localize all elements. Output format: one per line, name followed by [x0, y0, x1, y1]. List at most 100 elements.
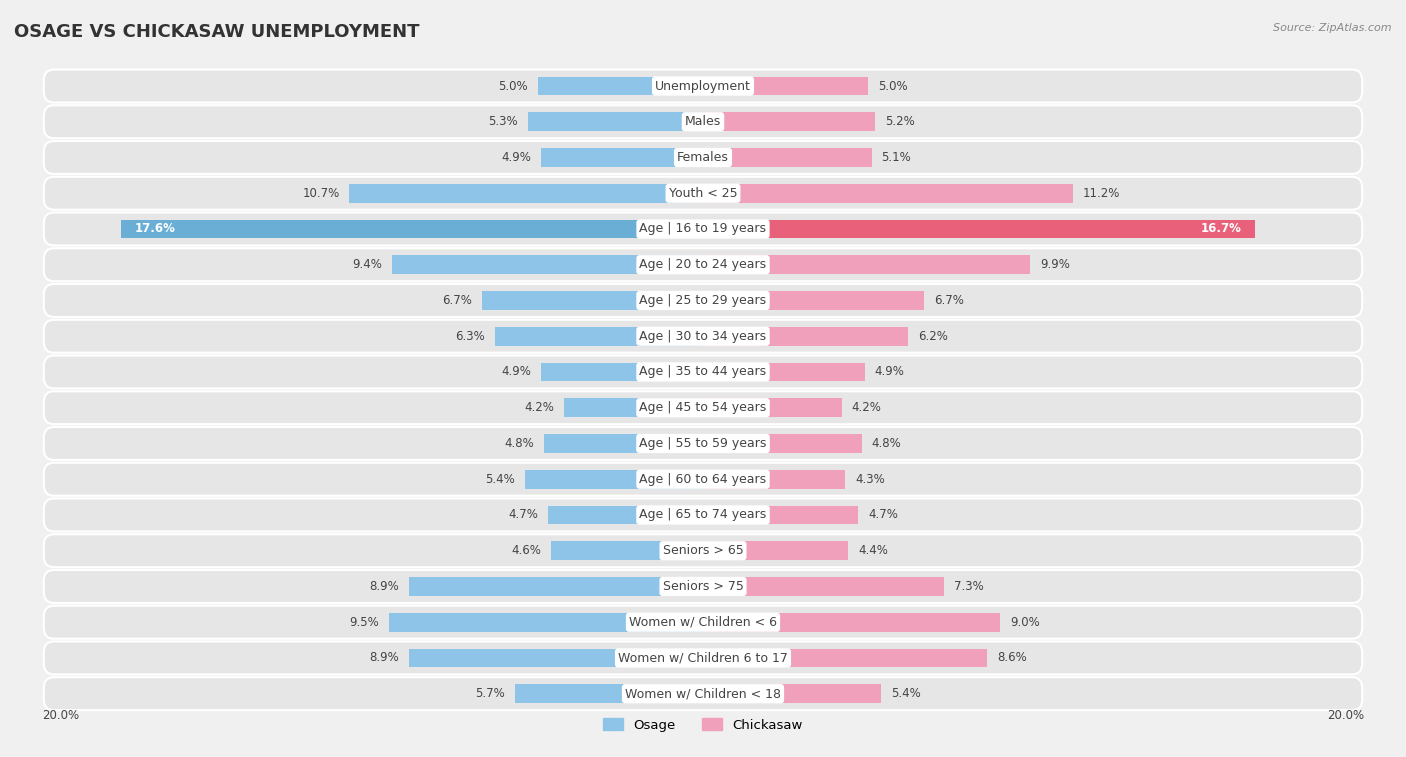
Bar: [541, 148, 703, 167]
FancyBboxPatch shape: [44, 463, 1362, 496]
Text: Females: Females: [678, 151, 728, 164]
Text: 5.0%: 5.0%: [498, 79, 527, 92]
Text: 20.0%: 20.0%: [1327, 709, 1364, 722]
Text: 4.8%: 4.8%: [505, 437, 534, 450]
Text: 6.7%: 6.7%: [441, 294, 471, 307]
FancyBboxPatch shape: [44, 606, 1362, 639]
Bar: [703, 184, 1073, 203]
FancyBboxPatch shape: [44, 319, 1362, 353]
Text: 4.6%: 4.6%: [512, 544, 541, 557]
Text: 6.7%: 6.7%: [934, 294, 965, 307]
Text: 9.9%: 9.9%: [1040, 258, 1070, 271]
Text: 6.2%: 6.2%: [918, 330, 948, 343]
Text: 5.3%: 5.3%: [488, 115, 517, 128]
Text: 4.4%: 4.4%: [858, 544, 889, 557]
Bar: [703, 684, 882, 703]
FancyBboxPatch shape: [44, 141, 1362, 174]
FancyBboxPatch shape: [44, 534, 1362, 567]
Text: Unemployment: Unemployment: [655, 79, 751, 92]
Text: 10.7%: 10.7%: [302, 187, 339, 200]
Bar: [703, 613, 1001, 631]
Text: 5.4%: 5.4%: [485, 472, 515, 486]
Text: 5.7%: 5.7%: [475, 687, 505, 700]
Bar: [703, 220, 1254, 238]
FancyBboxPatch shape: [44, 105, 1362, 139]
Bar: [703, 577, 945, 596]
Text: 16.7%: 16.7%: [1201, 223, 1241, 235]
Text: 5.4%: 5.4%: [891, 687, 921, 700]
Text: Women w/ Children 6 to 17: Women w/ Children 6 to 17: [619, 652, 787, 665]
Text: 4.9%: 4.9%: [502, 151, 531, 164]
Text: 4.8%: 4.8%: [872, 437, 901, 450]
Bar: [350, 184, 703, 203]
Text: 8.9%: 8.9%: [370, 652, 399, 665]
FancyBboxPatch shape: [44, 641, 1362, 674]
FancyBboxPatch shape: [44, 499, 1362, 531]
FancyBboxPatch shape: [44, 570, 1362, 603]
Bar: [527, 113, 703, 131]
Text: Seniors > 75: Seniors > 75: [662, 580, 744, 593]
FancyBboxPatch shape: [44, 427, 1362, 460]
Bar: [121, 220, 703, 238]
Text: Age | 16 to 19 years: Age | 16 to 19 years: [640, 223, 766, 235]
FancyBboxPatch shape: [44, 678, 1362, 710]
FancyBboxPatch shape: [44, 391, 1362, 424]
Bar: [524, 470, 703, 488]
FancyBboxPatch shape: [44, 177, 1362, 210]
Bar: [703, 148, 872, 167]
Text: 8.9%: 8.9%: [370, 580, 399, 593]
Text: 20.0%: 20.0%: [42, 709, 79, 722]
Text: Seniors > 65: Seniors > 65: [662, 544, 744, 557]
Bar: [548, 506, 703, 525]
FancyBboxPatch shape: [44, 70, 1362, 102]
Bar: [703, 649, 987, 667]
Bar: [551, 541, 703, 560]
Bar: [409, 577, 703, 596]
Bar: [703, 541, 848, 560]
Text: 4.7%: 4.7%: [868, 509, 898, 522]
Bar: [703, 113, 875, 131]
Bar: [703, 327, 908, 345]
Text: 9.5%: 9.5%: [350, 615, 380, 629]
Text: 4.2%: 4.2%: [524, 401, 554, 414]
FancyBboxPatch shape: [44, 284, 1362, 317]
Text: Youth < 25: Youth < 25: [669, 187, 737, 200]
Text: OSAGE VS CHICKASAW UNEMPLOYMENT: OSAGE VS CHICKASAW UNEMPLOYMENT: [14, 23, 419, 41]
Text: 17.6%: 17.6%: [135, 223, 176, 235]
Bar: [703, 435, 862, 453]
Bar: [495, 327, 703, 345]
Bar: [703, 291, 924, 310]
FancyBboxPatch shape: [44, 356, 1362, 388]
Text: 9.0%: 9.0%: [1011, 615, 1040, 629]
FancyBboxPatch shape: [44, 248, 1362, 281]
Text: 8.6%: 8.6%: [997, 652, 1026, 665]
Bar: [703, 255, 1031, 274]
Bar: [515, 684, 703, 703]
Bar: [703, 76, 868, 95]
Text: 11.2%: 11.2%: [1083, 187, 1121, 200]
Text: Age | 35 to 44 years: Age | 35 to 44 years: [640, 366, 766, 378]
Text: 4.9%: 4.9%: [502, 366, 531, 378]
Text: Age | 60 to 64 years: Age | 60 to 64 years: [640, 472, 766, 486]
Legend: Osage, Chickasaw: Osage, Chickasaw: [598, 713, 808, 737]
Text: 4.7%: 4.7%: [508, 509, 537, 522]
Text: 9.4%: 9.4%: [353, 258, 382, 271]
Text: Age | 20 to 24 years: Age | 20 to 24 years: [640, 258, 766, 271]
FancyBboxPatch shape: [44, 213, 1362, 245]
Text: Age | 45 to 54 years: Age | 45 to 54 years: [640, 401, 766, 414]
Text: 5.0%: 5.0%: [879, 79, 908, 92]
Text: 4.9%: 4.9%: [875, 366, 904, 378]
Text: Age | 30 to 34 years: Age | 30 to 34 years: [640, 330, 766, 343]
Text: Age | 65 to 74 years: Age | 65 to 74 years: [640, 509, 766, 522]
Text: Age | 25 to 29 years: Age | 25 to 29 years: [640, 294, 766, 307]
Bar: [537, 76, 703, 95]
Text: Women w/ Children < 6: Women w/ Children < 6: [628, 615, 778, 629]
Bar: [703, 470, 845, 488]
Text: 5.2%: 5.2%: [884, 115, 914, 128]
Bar: [409, 649, 703, 667]
Bar: [541, 363, 703, 382]
Text: 7.3%: 7.3%: [955, 580, 984, 593]
Text: 5.1%: 5.1%: [882, 151, 911, 164]
Text: 4.3%: 4.3%: [855, 472, 884, 486]
Bar: [482, 291, 703, 310]
